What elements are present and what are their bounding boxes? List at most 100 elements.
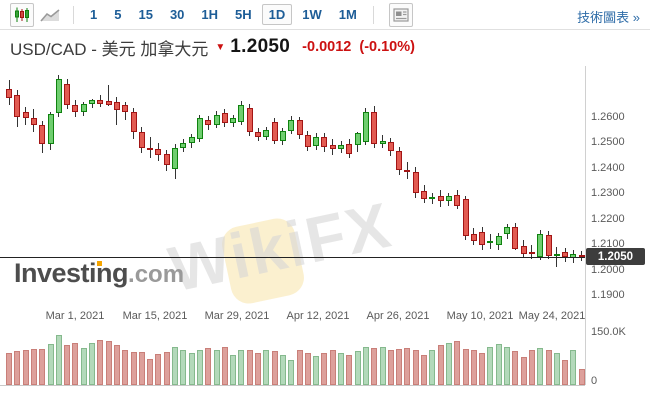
last-price: 1.2050 (230, 36, 291, 57)
current-price-line (0, 256, 585, 258)
candle-wick (116, 96, 118, 125)
candle-body (528, 252, 535, 255)
technical-chart-link[interactable]: 技術圖表 » (577, 7, 640, 26)
timeframe-button-30[interactable]: 30 (163, 4, 191, 25)
candle-wick (556, 246, 558, 267)
volume-bar (188, 353, 195, 385)
volume-bar (570, 350, 577, 385)
timeframe-button-1m[interactable]: 1M (332, 4, 364, 25)
volume-bar (495, 344, 502, 385)
volume-bar (122, 349, 129, 385)
volume-bar (196, 350, 203, 385)
news-panel-button[interactable] (388, 2, 413, 27)
candle-body (578, 254, 585, 257)
timeframe-button-15[interactable]: 15 (131, 4, 159, 25)
timeframe-button-5h[interactable]: 5H (228, 4, 259, 25)
timeframe-button-1h[interactable]: 1H (194, 4, 225, 25)
candlestick-chart-type-button[interactable] (10, 2, 34, 27)
volume-bar (470, 350, 477, 385)
candle-body (279, 130, 286, 142)
volume-bar (97, 339, 104, 385)
candle-body (387, 141, 394, 151)
pair-title: USD/CAD - 美元 加拿大元 (10, 39, 209, 59)
timeframe-button-5[interactable]: 5 (107, 4, 128, 25)
x-axis-label: Apr 26, 2021 (366, 310, 430, 322)
volume-bar (138, 352, 145, 385)
x-axis-label: Mar 1, 2021 (45, 310, 105, 322)
candle-body (246, 108, 253, 133)
volume-pane-bottom-border (0, 385, 585, 386)
volume-bar (80, 348, 87, 385)
candle-body (263, 130, 270, 137)
candle-body (255, 132, 261, 138)
volume-bar (429, 350, 436, 385)
volume-axis-label: 0 (591, 375, 598, 387)
candle-body (445, 196, 452, 201)
chart-plot-area[interactable] (0, 64, 650, 402)
quote-header: USD/CAD - 美元 加拿大元 ▼ 1.2050 -0.0012 (-0.1… (0, 31, 650, 63)
volume-bar (479, 353, 486, 385)
volume-bar (238, 350, 245, 385)
volume-bar (321, 353, 328, 385)
candle-wick (531, 245, 533, 259)
volume-bar (329, 350, 336, 385)
candle-body (329, 144, 336, 150)
volume-bar (271, 351, 278, 385)
candle-body (304, 134, 311, 147)
volume-bar (553, 353, 560, 385)
candle-body (155, 148, 162, 156)
investing-logo-orange-dot (97, 261, 102, 266)
price-down-arrow-icon: ▼ (215, 41, 226, 53)
timeframe-button-1[interactable]: 1 (83, 4, 104, 25)
candle-body (512, 227, 519, 250)
y-axis-label: 1.2600 (591, 111, 625, 123)
candle-body (470, 234, 477, 241)
volume-bar (55, 335, 62, 385)
volume-bar (520, 356, 527, 385)
candle-body (196, 117, 203, 140)
volume-bar (396, 348, 403, 385)
volume-bar (346, 354, 353, 385)
candle-body (520, 245, 527, 254)
candlestick-chart: WikiFX Investing.com 1.2600 1.2500 1.2400 1… (0, 64, 650, 402)
candle-body (454, 194, 461, 206)
volume-bar (578, 369, 585, 385)
candle-wick (149, 137, 151, 158)
volume-bar (545, 349, 552, 385)
volume-bar (379, 346, 386, 385)
volume-bar (22, 350, 29, 385)
candle-body (105, 101, 112, 105)
candle-body (138, 132, 145, 149)
x-axis-label: Mar 29, 2021 (204, 310, 270, 322)
candle-body (130, 111, 137, 133)
line-chart-icon (40, 8, 60, 22)
y-axis-label: 1.2300 (591, 187, 625, 200)
volume-bar (105, 340, 112, 385)
y-axis-label: 1.2200 (591, 212, 625, 225)
toolbar-divider (372, 5, 374, 24)
candle-body (180, 143, 187, 148)
candle-body (80, 104, 87, 113)
volume-bar (304, 353, 311, 385)
y-axis-label: 1.1900 (591, 289, 625, 302)
chevron-right-icon: » (632, 10, 640, 25)
candle-body (437, 195, 444, 202)
toolbar-divider (73, 5, 74, 24)
y-axis-label: 1.2500 (591, 136, 625, 149)
volume-bar (155, 353, 162, 385)
investing-logo-suffix: .com (128, 261, 185, 288)
line-chart-type-button[interactable] (38, 3, 62, 27)
candle-body (172, 147, 178, 170)
candle-body (64, 83, 71, 106)
candle-body (213, 115, 220, 126)
volume-bar (437, 345, 444, 385)
candle-body (147, 148, 154, 151)
x-axis-label: May 24, 2021 (518, 310, 586, 322)
candle-body (462, 199, 469, 236)
timeframe-button-1w[interactable]: 1W (295, 4, 329, 25)
volume-bar (255, 353, 261, 385)
timeframe-button-1d[interactable]: 1D (261, 4, 293, 25)
candle-body (188, 137, 195, 144)
volume-bar (64, 345, 71, 385)
volume-bar (454, 340, 461, 385)
